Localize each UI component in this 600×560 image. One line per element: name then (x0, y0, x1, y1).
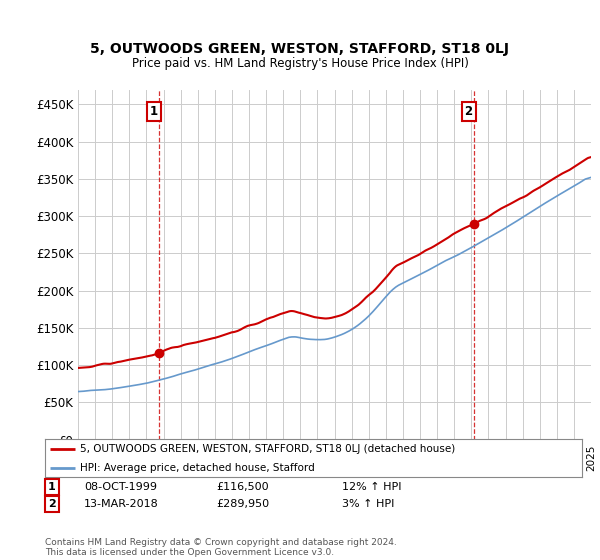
Text: 2: 2 (464, 105, 473, 118)
Text: 2: 2 (48, 499, 56, 509)
Text: 3% ↑ HPI: 3% ↑ HPI (342, 499, 394, 509)
Text: 08-OCT-1999: 08-OCT-1999 (84, 482, 157, 492)
Text: £116,500: £116,500 (216, 482, 269, 492)
Text: 13-MAR-2018: 13-MAR-2018 (84, 499, 159, 509)
Text: Contains HM Land Registry data © Crown copyright and database right 2024.
This d: Contains HM Land Registry data © Crown c… (45, 538, 397, 557)
Text: £289,950: £289,950 (216, 499, 269, 509)
Text: HPI: Average price, detached house, Stafford: HPI: Average price, detached house, Staf… (80, 463, 314, 473)
Text: Price paid vs. HM Land Registry's House Price Index (HPI): Price paid vs. HM Land Registry's House … (131, 57, 469, 70)
Text: 12% ↑ HPI: 12% ↑ HPI (342, 482, 401, 492)
Text: 1: 1 (48, 482, 56, 492)
Text: 5, OUTWOODS GREEN, WESTON, STAFFORD, ST18 0LJ: 5, OUTWOODS GREEN, WESTON, STAFFORD, ST1… (91, 42, 509, 56)
Text: 5, OUTWOODS GREEN, WESTON, STAFFORD, ST18 0LJ (detached house): 5, OUTWOODS GREEN, WESTON, STAFFORD, ST1… (80, 444, 455, 454)
Text: 1: 1 (149, 105, 158, 118)
